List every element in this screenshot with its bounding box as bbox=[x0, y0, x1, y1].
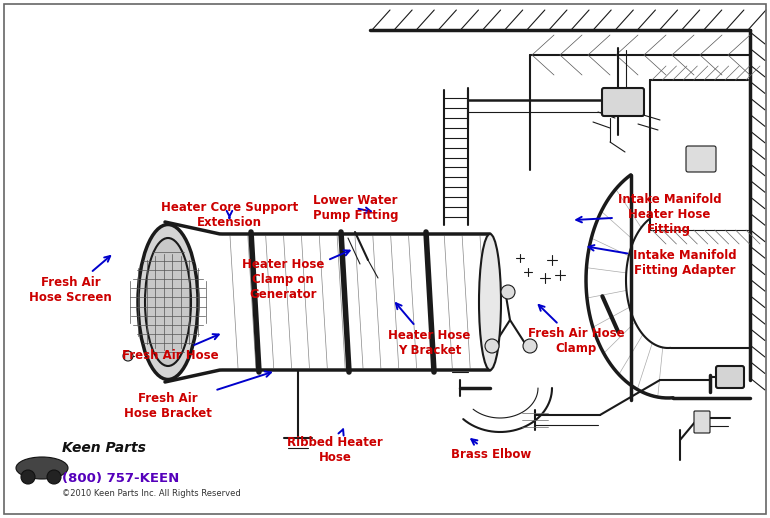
Text: Fresh Air Hose
Clamp: Fresh Air Hose Clamp bbox=[527, 305, 624, 355]
Ellipse shape bbox=[479, 234, 501, 370]
Circle shape bbox=[501, 285, 515, 299]
Circle shape bbox=[485, 339, 499, 353]
Ellipse shape bbox=[16, 457, 68, 479]
Text: Intake Manifold
Fitting Adapter: Intake Manifold Fitting Adapter bbox=[588, 245, 737, 277]
FancyBboxPatch shape bbox=[602, 88, 644, 116]
Text: Lower Water
Pump Fitting: Lower Water Pump Fitting bbox=[313, 194, 399, 222]
Text: (800) 757-KEEN: (800) 757-KEEN bbox=[62, 472, 179, 485]
Ellipse shape bbox=[138, 224, 198, 380]
Text: Brass Elbow: Brass Elbow bbox=[451, 439, 531, 461]
Circle shape bbox=[123, 351, 133, 361]
Text: Fresh Air
Hose Bracket: Fresh Air Hose Bracket bbox=[124, 371, 271, 420]
FancyBboxPatch shape bbox=[686, 146, 716, 172]
Text: Heater Core Support
Extension: Heater Core Support Extension bbox=[161, 201, 298, 229]
Text: Keen Parts: Keen Parts bbox=[62, 441, 146, 455]
Circle shape bbox=[523, 339, 537, 353]
Text: Intake Manifold
Heater Hose
Fitting: Intake Manifold Heater Hose Fitting bbox=[576, 193, 721, 237]
Circle shape bbox=[21, 470, 35, 484]
Text: ©2010 Keen Parts Inc. All Rights Reserved: ©2010 Keen Parts Inc. All Rights Reserve… bbox=[62, 489, 241, 498]
FancyBboxPatch shape bbox=[694, 411, 710, 433]
Text: Heater Hose
Clamp on
Generator: Heater Hose Clamp on Generator bbox=[243, 250, 350, 301]
Text: Heater Hose
Y Bracket: Heater Hose Y Bracket bbox=[389, 303, 470, 357]
FancyBboxPatch shape bbox=[716, 366, 744, 388]
Text: Fresh Air Hose: Fresh Air Hose bbox=[122, 334, 219, 362]
Circle shape bbox=[47, 470, 61, 484]
Ellipse shape bbox=[145, 238, 191, 366]
Text: Fresh Air
Hose Screen: Fresh Air Hose Screen bbox=[29, 256, 112, 304]
Text: Ribbed Heater
Hose: Ribbed Heater Hose bbox=[287, 429, 383, 464]
